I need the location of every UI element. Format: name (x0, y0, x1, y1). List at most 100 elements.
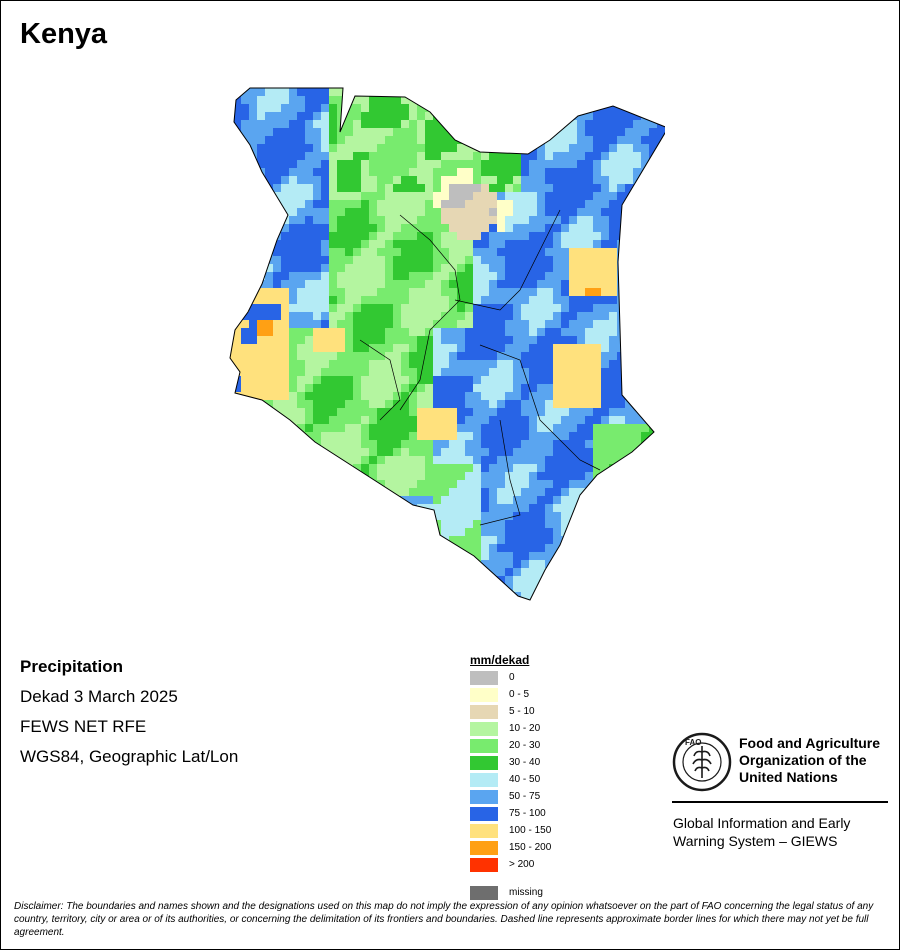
map-cell (449, 352, 457, 360)
map-cell (417, 600, 425, 608)
map-cell (230, 240, 233, 248)
map-cell (625, 392, 633, 400)
map-cell (393, 560, 401, 568)
map-cell (321, 544, 329, 552)
map-cell (233, 432, 241, 440)
map-cell (497, 368, 505, 376)
map-cell (473, 112, 481, 120)
map-cell (249, 528, 257, 536)
map-cell (481, 160, 489, 168)
map-cell (585, 144, 593, 152)
map-cell (417, 304, 425, 312)
map-cell (641, 240, 649, 248)
map-cell (585, 408, 593, 416)
map-cell (585, 424, 593, 432)
map-cell (593, 184, 601, 192)
map-cell (297, 248, 305, 256)
map-cell (625, 424, 633, 432)
map-cell (233, 512, 241, 520)
map-cell (465, 592, 473, 600)
map-cell (257, 432, 265, 440)
map-cell (369, 472, 377, 480)
map-cell (297, 232, 305, 240)
map-cell (329, 168, 337, 176)
map-cell (505, 200, 513, 208)
map-cell (409, 192, 417, 200)
map-cell (593, 400, 601, 408)
map-cell (625, 472, 633, 480)
map-cell (657, 568, 665, 576)
map-cell (321, 168, 329, 176)
map-cell (545, 264, 553, 272)
fao-logo-icon: FAO (672, 732, 732, 792)
map-cell (473, 240, 481, 248)
map-cell (321, 432, 329, 440)
map-cell (473, 104, 481, 112)
map-cell (361, 224, 369, 232)
map-cell (473, 440, 481, 448)
map-cell (281, 264, 289, 272)
map-cell (593, 160, 601, 168)
map-cell (481, 360, 489, 368)
map-cell (425, 88, 433, 96)
map-cell (393, 80, 401, 88)
map-cell (230, 512, 233, 520)
map-cell (441, 600, 449, 608)
map-cell (321, 200, 329, 208)
map-cell (449, 440, 457, 448)
map-cell (545, 192, 553, 200)
map-cell (473, 424, 481, 432)
map-cell (273, 216, 281, 224)
map-cell (385, 152, 393, 160)
map-cell (273, 560, 281, 568)
map-cell (425, 456, 433, 464)
map-cell (345, 408, 353, 416)
map-cell (321, 392, 329, 400)
map-cell (441, 304, 449, 312)
map-cell (241, 176, 249, 184)
map-cell (305, 568, 313, 576)
map-cell (609, 280, 617, 288)
map-cell (409, 304, 417, 312)
map-cell (521, 104, 529, 112)
map-cell (481, 512, 489, 520)
map-cell (409, 88, 417, 96)
map-cell (529, 280, 537, 288)
map-cell (537, 248, 545, 256)
map-cell (465, 440, 473, 448)
map-cell (281, 400, 289, 408)
map-cell (609, 288, 617, 296)
map-cell (385, 240, 393, 248)
map-cell (369, 88, 377, 96)
map-cell (297, 336, 305, 344)
map-cell (249, 392, 257, 400)
map-cell (657, 240, 665, 248)
map-cell (449, 152, 457, 160)
map-cell (633, 568, 641, 576)
map-cell (537, 464, 545, 472)
map-cell (361, 400, 369, 408)
map-cell (369, 104, 377, 112)
map-cell (593, 584, 601, 592)
map-cell (489, 352, 497, 360)
map-cell (449, 496, 457, 504)
map-cell (649, 568, 657, 576)
map-cell (257, 408, 265, 416)
map-cell (465, 112, 473, 120)
map-cell (265, 472, 273, 480)
map-cell (625, 464, 633, 472)
map-cell (625, 248, 633, 256)
map-cell (641, 184, 649, 192)
map-cell (585, 520, 593, 528)
map-cell (385, 280, 393, 288)
map-cell (633, 128, 641, 136)
map-cell (297, 440, 305, 448)
map-cell (297, 496, 305, 504)
map-cell (649, 416, 657, 424)
map-cell (305, 376, 313, 384)
map-cell (641, 608, 649, 610)
map-cell (657, 440, 665, 448)
map-cell (545, 528, 553, 536)
map-cell (553, 504, 561, 512)
map-cell (313, 568, 321, 576)
